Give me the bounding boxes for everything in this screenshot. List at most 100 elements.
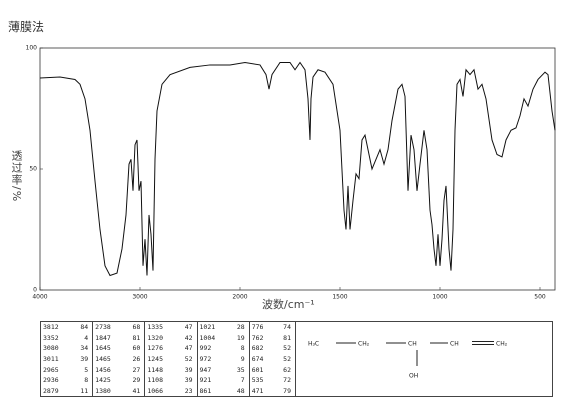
chart-title: 薄膜法 — [8, 20, 45, 34]
peak-wavenumber: 2936 — [43, 376, 59, 385]
group: CH — [408, 341, 417, 348]
peak-wavenumber: 1148 — [147, 365, 163, 374]
peak-wavenumber: 471 — [251, 386, 264, 395]
peak-wavenumber: 1335 — [147, 323, 163, 332]
peak-intensity: 4 — [71, 332, 94, 344]
y-tick-label: 50 — [29, 166, 37, 173]
peak-intensity: 41 — [123, 385, 146, 397]
y-tick-label: 0 — [33, 287, 37, 294]
group: CH₂ — [496, 341, 508, 348]
peak-intensity: 5 — [71, 364, 94, 375]
peak-intensity: 68 — [123, 321, 146, 333]
peak-wavenumber: 3011 — [43, 354, 59, 363]
peak-intensity: 35 — [227, 364, 250, 375]
peak-wavenumber: 762 — [251, 333, 264, 342]
peak-intensity: 8 — [71, 374, 94, 386]
peak-wavenumber: 3812 — [43, 323, 59, 332]
peak-wavenumber: 674 — [251, 354, 264, 363]
peak-wavenumber: 1276 — [147, 344, 163, 353]
peak-wavenumber: 992 — [199, 344, 212, 353]
peak-wavenumber: 2879 — [43, 386, 59, 395]
peak-wavenumber: 1245 — [147, 354, 163, 363]
peak-wavenumber: 3352 — [43, 333, 59, 342]
peak-intensity: 81 — [123, 332, 146, 344]
peak-wavenumber: 776 — [251, 323, 264, 332]
peak-wavenumber: 1380 — [95, 386, 111, 395]
peak-intensity: 42 — [175, 332, 198, 344]
chart: 4000 3000 2000 1500 1000 500 0 50 100 — [26, 45, 556, 301]
peak-wavenumber: 921 — [199, 376, 212, 385]
peak-intensity: 7 — [227, 374, 250, 386]
group: CH — [450, 341, 459, 348]
peak-intensity: 9 — [227, 353, 250, 365]
peak-wavenumber: 1847 — [95, 333, 111, 342]
peak-wavenumber: 1645 — [95, 344, 111, 353]
peak-wavenumber: 535 — [251, 376, 264, 385]
peak-wavenumber: 1108 — [147, 376, 163, 385]
peak-intensity: 48 — [227, 385, 250, 397]
peak-intensity: 29 — [123, 374, 146, 386]
x-tick-label: 500 — [534, 294, 546, 301]
peak-wavenumber: 1021 — [199, 323, 216, 332]
peak-intensity: 62 — [283, 365, 291, 374]
peak-wavenumber: 861 — [199, 386, 212, 395]
table-row: 3352 4 1847 81 1320 42 1004 19 762 81 — [41, 332, 296, 344]
substituent: OH — [409, 373, 418, 380]
peak-wavenumber: 601 — [251, 365, 264, 374]
peak-intensity: 81 — [283, 333, 291, 342]
peak-intensity: 52 — [175, 353, 198, 365]
table-row: 2879 11 1380 41 1066 23 861 48 471 79 — [41, 385, 296, 397]
peak-wavenumber: 1004 — [199, 333, 216, 342]
x-tick-label: 3000 — [132, 294, 147, 301]
peak-intensity: 23 — [175, 385, 198, 397]
peak-wavenumber: 2738 — [95, 323, 111, 332]
peak-intensity: 28 — [227, 321, 250, 333]
peak-wavenumber: 682 — [251, 344, 264, 353]
peak-wavenumber: 1066 — [147, 386, 163, 395]
x-tick-label: 1500 — [332, 294, 347, 301]
peak-intensity: 39 — [71, 353, 94, 365]
x-tick-label: 4000 — [32, 294, 47, 301]
peak-intensity: 79 — [283, 386, 291, 395]
peak-intensity: 60 — [123, 343, 146, 354]
structure: H₃C CH₂ CH CH CH₂ OH — [308, 341, 508, 380]
peak-intensity: 47 — [175, 321, 198, 333]
group: H₃C — [308, 341, 319, 348]
peak-wavenumber: 1456 — [95, 365, 111, 374]
peak-intensity: 74 — [283, 323, 291, 332]
peak-intensity: 11 — [71, 385, 94, 397]
peak-intensity: 52 — [283, 354, 291, 363]
peak-intensity: 84 — [71, 321, 94, 333]
table-row: 3812 84 2738 68 1335 47 1021 28 776 74 — [41, 321, 296, 333]
x-axis-label: 波数/cm⁻¹ — [262, 298, 315, 311]
peak-wavenumber: 1425 — [95, 376, 111, 385]
peak-intensity: 72 — [283, 376, 291, 385]
peak-intensity: 26 — [123, 353, 146, 365]
group: CH₂ — [358, 341, 370, 348]
y-axis-label: 透过率/% — [10, 150, 23, 203]
structure-box: H₃C CH₂ CH CH CH₂ OH — [296, 321, 553, 397]
x-tick-label: 2000 — [232, 294, 247, 301]
peak-intensity: 39 — [175, 364, 198, 375]
table-row: 2936 8 1425 29 1108 39 921 7 535 72 — [41, 374, 296, 386]
peak-wavenumber: 972 — [199, 354, 212, 363]
peak-wavenumber: 3080 — [43, 344, 59, 353]
x-tick-label: 1000 — [432, 294, 447, 301]
peak-intensity: 39 — [175, 374, 198, 386]
peak-wavenumber: 1465 — [95, 354, 111, 363]
peak-intensity: 52 — [283, 344, 291, 353]
spectrum-line — [39, 61, 556, 277]
table-row: 2965 5 1456 27 1148 39 947 35 601 62 — [41, 364, 296, 375]
peak-wavenumber: 947 — [199, 365, 212, 374]
peak-intensity: 27 — [123, 364, 146, 375]
peak-wavenumber: 2965 — [43, 365, 59, 374]
peak-wavenumber: 1320 — [147, 333, 163, 342]
y-tick-label: 100 — [26, 45, 38, 52]
peak-table: 3812 84 2738 68 1335 47 1021 28 776 74 3352 4 1847 81… — [40, 321, 296, 397]
peak-intensity: 19 — [227, 332, 250, 344]
peak-intensity: 8 — [227, 343, 250, 354]
table-row: 3011 39 1465 26 1245 52 972 9 674 52 — [41, 353, 296, 365]
peak-intensity: 34 — [71, 343, 94, 354]
table-row: 3080 34 1645 60 1276 47 992 8 682 52 — [41, 343, 296, 354]
